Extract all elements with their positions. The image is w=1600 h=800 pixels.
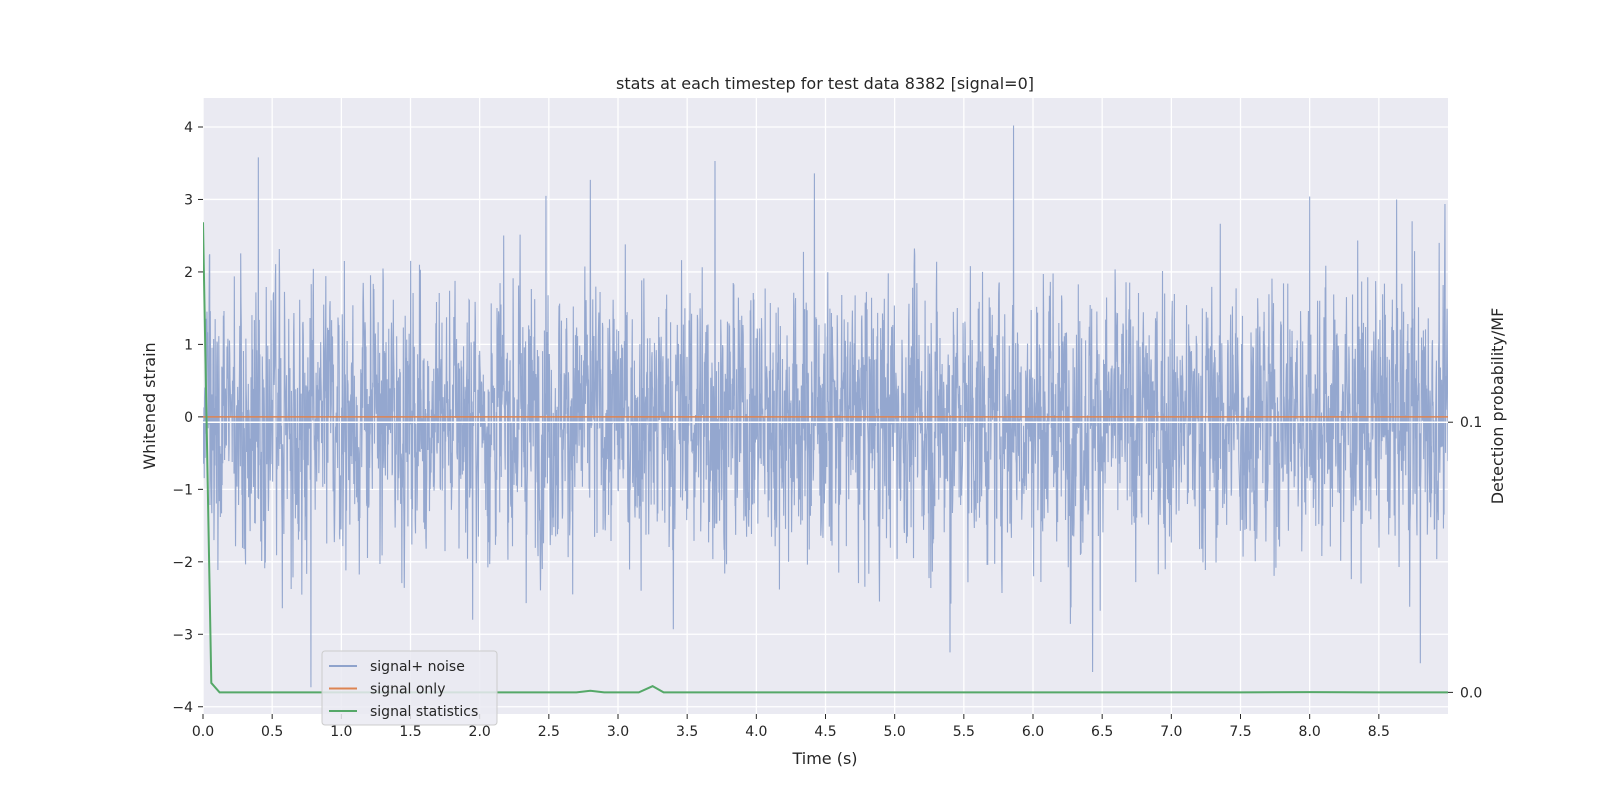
y-tick-label: −2 bbox=[172, 555, 193, 571]
y-tick-label: −3 bbox=[172, 627, 193, 643]
x-tick-label: 2.0 bbox=[469, 724, 491, 740]
y2-axis-label: Detection probability/MF bbox=[1488, 308, 1507, 505]
x-tick-label: 1.5 bbox=[399, 724, 421, 740]
x-tick-label: 5.0 bbox=[884, 724, 906, 740]
legend-box bbox=[321, 650, 498, 726]
chart-title: stats at each timestep for test data 838… bbox=[616, 74, 1034, 93]
y-tick-label: 2 bbox=[184, 265, 193, 281]
y-tick-label: −1 bbox=[172, 482, 193, 498]
x-tick-label: 7.0 bbox=[1160, 724, 1182, 740]
x-tick-label: 2.5 bbox=[538, 724, 560, 740]
y-tick-label: −4 bbox=[172, 700, 193, 716]
x-tick-label: 4.5 bbox=[814, 724, 836, 740]
x-tick-label: 6.5 bbox=[1091, 724, 1113, 740]
x-tick-label: 1.0 bbox=[330, 724, 352, 740]
x-tick-label: 4.0 bbox=[745, 724, 767, 740]
x-tick-label: 8.0 bbox=[1299, 724, 1321, 740]
y-tick-label: 3 bbox=[184, 192, 193, 208]
y2-tick-label: 0.0 bbox=[1460, 685, 1482, 701]
y2-axis-ticks: 0.0 0.1 bbox=[1448, 415, 1482, 701]
series-signal-noise-line bbox=[203, 125, 1448, 688]
legend-entry-label: signal+ noise bbox=[370, 659, 465, 675]
x-tick-label: 0.5 bbox=[261, 724, 283, 740]
x-tick-label: 3.5 bbox=[676, 724, 698, 740]
y-tick-label: 1 bbox=[184, 337, 193, 353]
x-axis-ticks: 0.0 0.5 1.0 1.5 2.0 2.5 3.0 3.5 4.0 4.5 5.0 5.5 6.0 6… bbox=[192, 714, 1390, 740]
x-tick-label: 7.5 bbox=[1229, 724, 1251, 740]
x-tick-label: 0.0 bbox=[192, 724, 214, 740]
y2-tick-label: 0.1 bbox=[1460, 415, 1482, 431]
x-tick-label: 8.5 bbox=[1368, 724, 1390, 740]
x-axis-label: Time (s) bbox=[791, 749, 857, 768]
y-tick-label: 0 bbox=[184, 410, 193, 426]
x-tick-label: 5.5 bbox=[953, 724, 975, 740]
y-axis-ticks: −4 −3 −2 −1 0 1 2 3 4 bbox=[172, 120, 203, 716]
y-axis-label: Whitened strain bbox=[140, 342, 159, 469]
legend-entry-label: signal only bbox=[370, 682, 445, 698]
x-tick-label: 6.0 bbox=[1022, 724, 1044, 740]
x-tick-label: 3.0 bbox=[607, 724, 629, 740]
legend-entry-label: signal statistics bbox=[370, 704, 478, 720]
legend: signal+ noise signal only signal statistic… bbox=[321, 650, 498, 726]
y-tick-label: 4 bbox=[184, 120, 193, 136]
